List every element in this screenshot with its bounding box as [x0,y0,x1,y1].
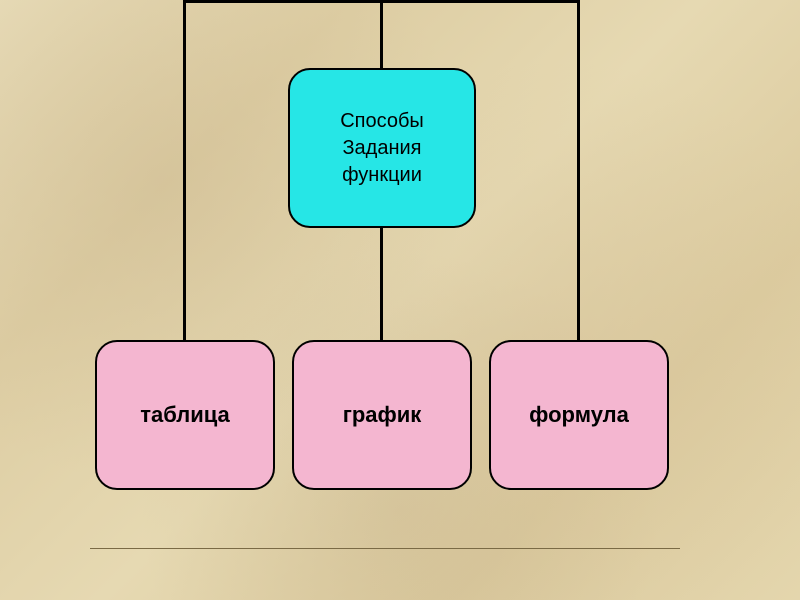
connector-top-horizontal [183,0,580,3]
child-label-table: таблица [140,400,230,430]
root-node: Способы Задания функции [288,68,476,228]
child-label-formula: формула [529,400,629,430]
bottom-divider [90,548,680,549]
child-label-graph: график [343,400,422,430]
child-node-table: таблица [95,340,275,490]
connector-left-vertical [183,0,186,340]
child-node-graph: график [292,340,472,490]
connector-right-vertical [577,0,580,340]
root-label: Способы Задания функции [340,108,424,189]
connector-center-top [380,0,383,68]
connector-center-bottom [380,228,383,340]
child-node-formula: формула [489,340,669,490]
